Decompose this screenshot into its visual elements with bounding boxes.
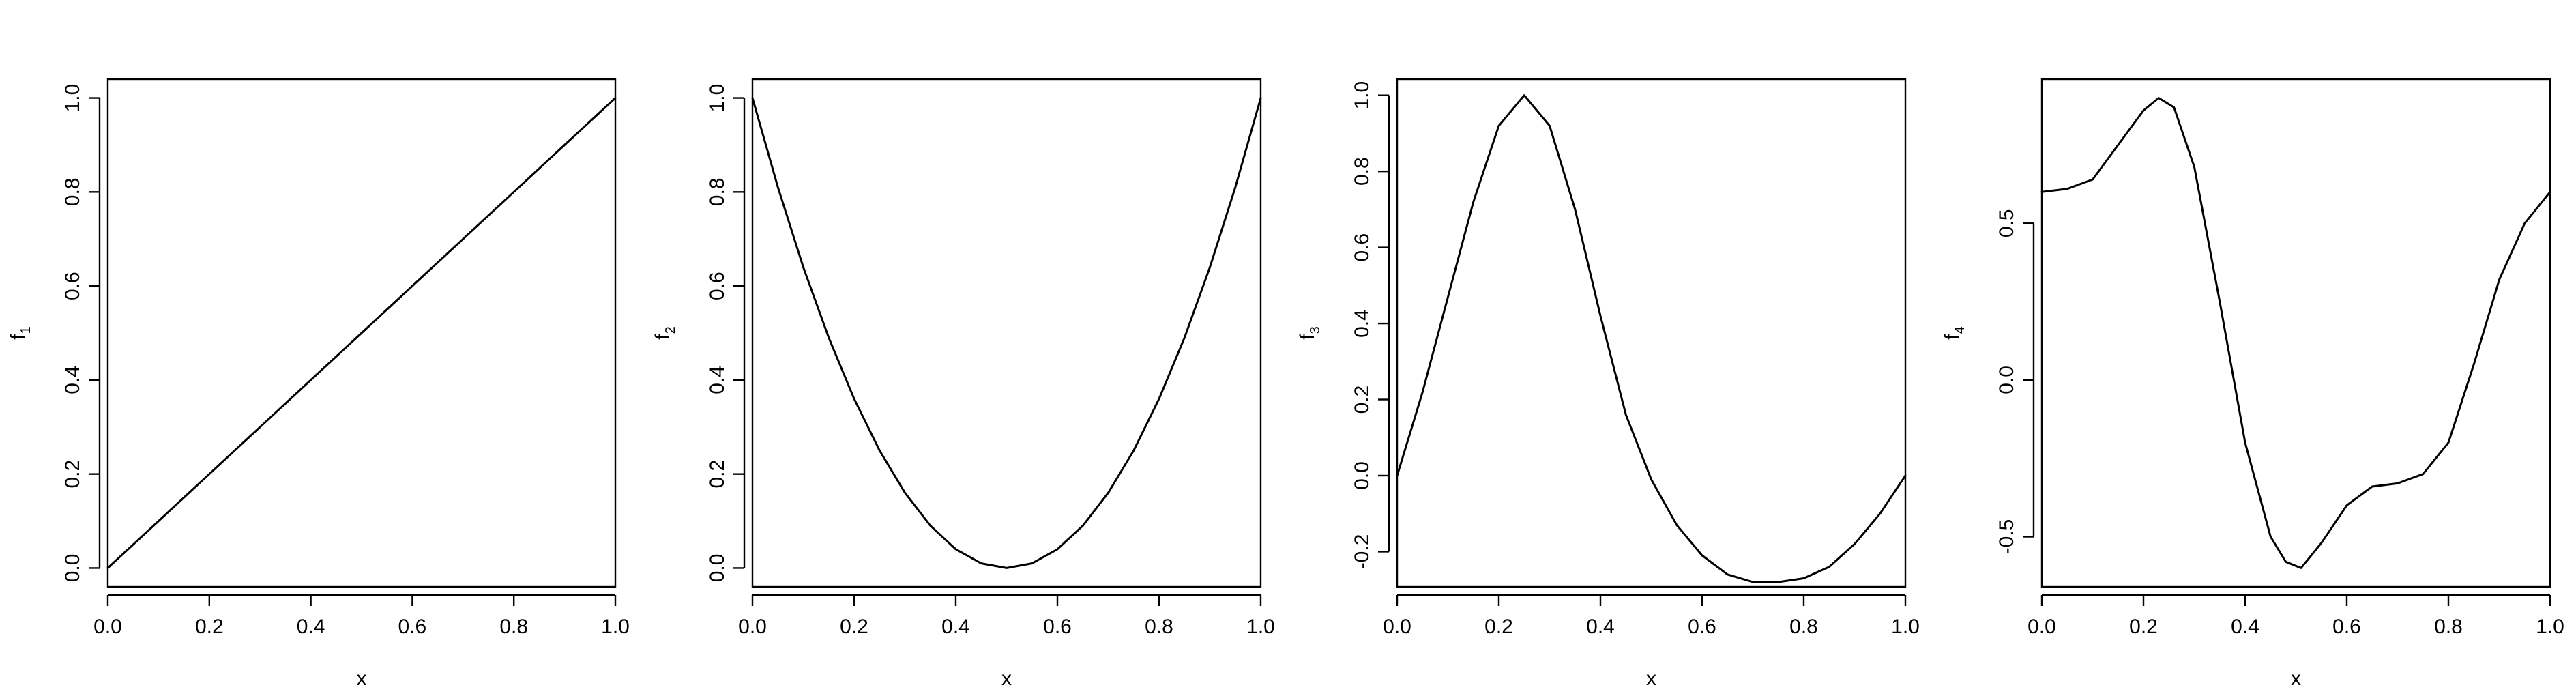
x-tick-label: 0.2 bbox=[840, 615, 868, 638]
x-tick-label: 0.4 bbox=[1586, 615, 1615, 638]
y-axis-label: f1 bbox=[7, 326, 33, 339]
y-tick-label: 0.2 bbox=[61, 460, 84, 489]
x-tick-label: 0.2 bbox=[1484, 615, 1513, 638]
x-tick-label: 0.6 bbox=[398, 615, 427, 638]
x-tick-label: 0.2 bbox=[195, 615, 224, 638]
y-tick-label: -0.5 bbox=[1995, 519, 2018, 555]
y-tick-label: 0.5 bbox=[1995, 209, 2018, 237]
y-tick-label: 0.0 bbox=[706, 554, 729, 583]
x-axis: 0.0 0.2 0.4 0.6 0.8 1.0 x bbox=[738, 594, 1275, 690]
y-tick-label: 1.0 bbox=[706, 84, 729, 113]
y-tick-label: 0.0 bbox=[1995, 366, 2018, 394]
x-tick-label: 1.0 bbox=[1246, 615, 1275, 638]
x-tick-label: 1.0 bbox=[2536, 615, 2564, 638]
panel-1: 0.0 0.2 0.4 0.6 0.8 1.0 x 0.0 0.2 0.4 0.6 0.8 1.0 f1 bbox=[7, 78, 630, 690]
x-axis-label: x bbox=[357, 667, 367, 690]
x-axis-label: x bbox=[1001, 667, 1012, 690]
y-tick-label: 0.6 bbox=[1351, 233, 1373, 262]
y-tick-label: 0.8 bbox=[61, 177, 84, 206]
panel-4: 0.0 0.2 0.4 0.6 0.8 1.0 x -0.5 0.0 0.5 f4 bbox=[1941, 78, 2564, 690]
series-line bbox=[1396, 94, 1907, 583]
x-tick-label: 0.8 bbox=[499, 615, 528, 638]
y-axis-label: f4 bbox=[1941, 326, 1967, 339]
plot-frame bbox=[2040, 78, 2551, 588]
y-tick-label: 0.4 bbox=[1351, 309, 1373, 338]
plot-frame bbox=[106, 78, 617, 588]
series-line bbox=[2040, 97, 2551, 569]
x-tick-label: 0.8 bbox=[1789, 615, 1818, 638]
x-axis-label: x bbox=[1646, 667, 1656, 690]
x-tick-label: 0.6 bbox=[2332, 615, 2361, 638]
y-axis-label: f3 bbox=[1296, 326, 1323, 339]
x-tick-label: 1.0 bbox=[1891, 615, 1920, 638]
plot-frame bbox=[751, 78, 1262, 588]
y-tick-label: 0.0 bbox=[61, 554, 84, 583]
y-tick-label: 1.0 bbox=[1351, 81, 1373, 110]
y-tick-label: 0.0 bbox=[1351, 461, 1373, 490]
y-axis-label: f2 bbox=[652, 326, 678, 339]
x-tick-label: 0.6 bbox=[1043, 615, 1072, 638]
y-tick-label: 0.4 bbox=[706, 366, 729, 394]
x-tick-label: 0.8 bbox=[1145, 615, 1173, 638]
x-tick-label: 0.8 bbox=[2434, 615, 2463, 638]
y-tick-label: 0.4 bbox=[61, 366, 84, 394]
x-axis: 0.0 0.2 0.4 0.6 0.8 1.0 x bbox=[93, 594, 630, 690]
x-tick-label: 0.4 bbox=[941, 615, 970, 638]
x-tick-label: 0.2 bbox=[2129, 615, 2158, 638]
plot-frame bbox=[1396, 78, 1907, 588]
panel-2: 0.0 0.2 0.4 0.6 0.8 1.0 x 0.0 0.2 0.4 0.6 0.8 1.0 f2 bbox=[652, 78, 1275, 690]
x-axis: 0.0 0.2 0.4 0.6 0.8 1.0 x bbox=[1383, 594, 1920, 690]
y-tick-label: 0.6 bbox=[706, 272, 729, 300]
x-axis: 0.0 0.2 0.4 0.6 0.8 1.0 x bbox=[2028, 594, 2564, 690]
panel-3: 0.0 0.2 0.4 0.6 0.8 1.0 x -0.2 0.0 0.2 0.4 0.6 0.8 1.… bbox=[1296, 78, 1920, 690]
y-tick-label: 1.0 bbox=[61, 84, 84, 113]
y-tick-label: 0.8 bbox=[706, 177, 729, 206]
x-tick-label: 0.4 bbox=[297, 615, 325, 638]
y-tick-label: 0.2 bbox=[706, 460, 729, 489]
x-tick-label: 0.0 bbox=[738, 615, 767, 638]
y-axis: 0.0 0.2 0.4 0.6 0.8 1.0 f1 bbox=[7, 84, 101, 583]
series-line bbox=[751, 97, 1262, 569]
x-tick-label: 1.0 bbox=[601, 615, 630, 638]
x-tick-label: 0.0 bbox=[1383, 615, 1411, 638]
x-tick-label: 0.0 bbox=[93, 615, 122, 638]
y-axis: 0.0 0.2 0.4 0.6 0.8 1.0 f2 bbox=[652, 84, 746, 583]
y-tick-label: 0.6 bbox=[61, 272, 84, 300]
y-tick-label: 0.8 bbox=[1351, 157, 1373, 186]
y-tick-label: -0.2 bbox=[1351, 534, 1373, 570]
x-tick-label: 0.0 bbox=[2028, 615, 2056, 638]
x-tick-label: 0.4 bbox=[2231, 615, 2259, 638]
series-line bbox=[106, 97, 617, 569]
y-tick-label: 0.2 bbox=[1351, 386, 1373, 414]
y-axis: -0.5 0.0 0.5 f4 bbox=[1941, 209, 2035, 555]
x-tick-label: 0.6 bbox=[1688, 615, 1716, 638]
y-axis: -0.2 0.0 0.2 0.4 0.6 0.8 1.0 f3 bbox=[1296, 81, 1390, 570]
x-axis-label: x bbox=[2291, 667, 2301, 690]
